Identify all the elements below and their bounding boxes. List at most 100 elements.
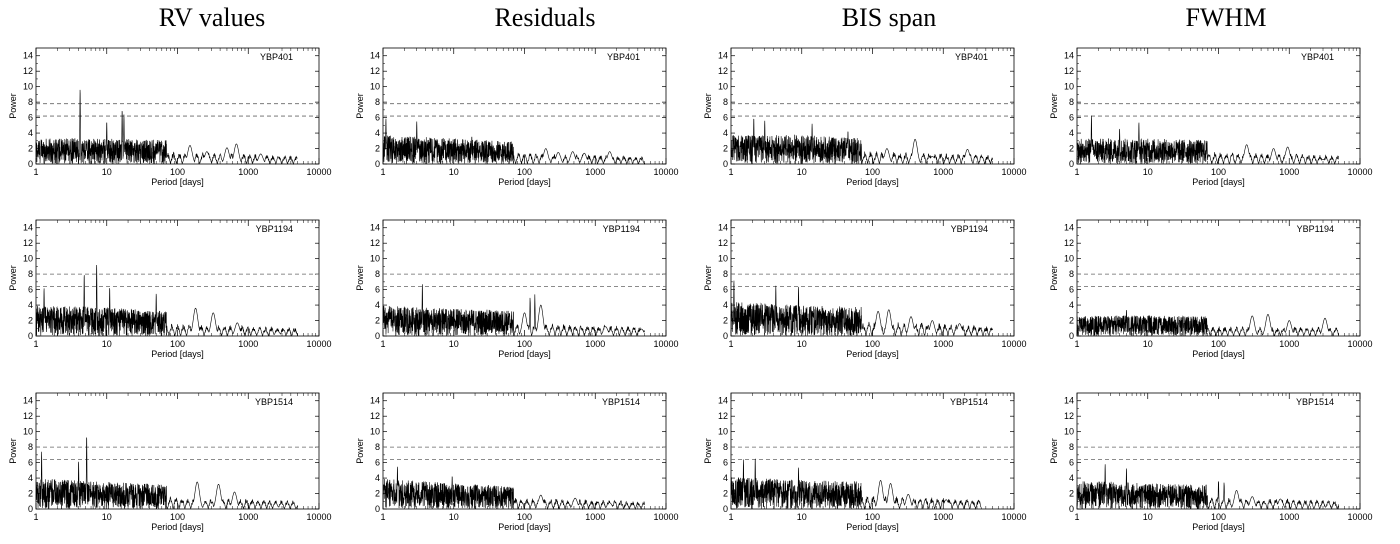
y-tick-label: 0 xyxy=(375,159,380,169)
x-tick-label: 1000 xyxy=(1279,167,1299,177)
y-tick-label: 0 xyxy=(28,159,33,169)
y-tick-label: 10 xyxy=(370,427,380,437)
y-tick-label: 2 xyxy=(1069,144,1074,154)
y-tick-label: 10 xyxy=(718,254,728,264)
x-tick-label: 1 xyxy=(33,339,38,349)
y-axis-label: Power xyxy=(8,93,18,119)
y-axis-label: Power xyxy=(703,265,713,291)
y-tick-label: 4 xyxy=(375,128,380,138)
x-tick-label: 10000 xyxy=(1347,339,1372,349)
y-tick-label: 10 xyxy=(23,254,33,264)
periodogram-panel: 0 2 4 6 8 10 12 14 1 10 100 1000 10000 Period [days] P… xyxy=(703,219,1027,359)
y-tick-label: 6 xyxy=(375,285,380,295)
y-tick-label: 4 xyxy=(28,128,33,138)
y-tick-label: 4 xyxy=(1069,473,1074,483)
x-tick-label: 10000 xyxy=(306,512,331,522)
y-tick-label: 8 xyxy=(375,97,380,107)
y-tick-label: 0 xyxy=(1069,504,1074,514)
y-tick-label: 14 xyxy=(370,51,380,61)
star-label: YBP1194 xyxy=(951,224,988,234)
y-tick-label: 6 xyxy=(723,285,728,295)
column-title: FWHM xyxy=(1186,3,1267,32)
plot-frame xyxy=(35,392,320,510)
y-tick-label: 12 xyxy=(370,238,380,248)
periodogram-curve xyxy=(730,280,993,337)
y-tick-label: 14 xyxy=(1064,223,1074,233)
x-tick-label: 1000 xyxy=(933,512,953,522)
x-tick-label: 1000 xyxy=(1279,339,1299,349)
y-tick-label: 12 xyxy=(718,66,728,76)
x-tick-label: 10 xyxy=(449,512,459,522)
y-tick-label: 8 xyxy=(723,97,728,107)
y-tick-label: 6 xyxy=(28,285,33,295)
x-tick-label: 10 xyxy=(797,339,807,349)
y-tick-label: 8 xyxy=(1069,97,1074,107)
periodogram-panel: 0 2 4 6 8 10 12 14 1 10 100 1000 10000 Period [days] P… xyxy=(1049,392,1373,532)
y-tick-label: 4 xyxy=(1069,128,1074,138)
y-tick-label: 12 xyxy=(1064,66,1074,76)
y-tick-label: 6 xyxy=(1069,458,1074,468)
y-axis-label: Power xyxy=(8,438,18,464)
star-label: YBP401 xyxy=(1301,52,1334,62)
y-tick-label: 6 xyxy=(28,458,33,468)
y-tick-label: 2 xyxy=(723,316,728,326)
star-label: YBP1514 xyxy=(255,397,293,407)
x-tick-label: 1 xyxy=(33,167,38,177)
y-tick-label: 10 xyxy=(23,82,33,92)
y-axis-label: Power xyxy=(1049,265,1059,291)
x-axis-label: Period [days] xyxy=(1192,177,1245,187)
x-tick-label: 1 xyxy=(1074,167,1079,177)
y-tick-label: 8 xyxy=(1069,269,1074,279)
periodogram-panel: 0 2 4 6 8 10 12 14 1 10 100 1000 10000 Period [days] P… xyxy=(355,47,679,187)
y-tick-label: 0 xyxy=(375,331,380,341)
x-tick-label: 1 xyxy=(728,167,733,177)
x-tick-label: 1 xyxy=(728,512,733,522)
x-axis-label: Period [days] xyxy=(151,349,204,359)
x-tick-label: 10000 xyxy=(306,167,331,177)
x-tick-label: 1 xyxy=(1074,339,1079,349)
periodogram-curve xyxy=(382,284,645,337)
y-tick-label: 12 xyxy=(370,411,380,421)
y-tick-label: 2 xyxy=(375,316,380,326)
y-tick-label: 12 xyxy=(370,66,380,76)
y-tick-label: 4 xyxy=(723,473,728,483)
periodogram-panel: 0 2 4 6 8 10 12 14 1 10 100 1000 10000 Period [days] P… xyxy=(1049,219,1373,359)
periodogram-curve xyxy=(382,466,645,511)
periodogram-panel: 0 2 4 6 8 10 12 14 1 10 100 1000 10000 Period [days] P… xyxy=(703,392,1027,532)
y-tick-label: 0 xyxy=(723,159,728,169)
x-tick-label: 1000 xyxy=(933,339,953,349)
periodogram-panel: 0 2 4 6 8 10 12 14 1 10 100 1000 10000 Period [days] P… xyxy=(8,392,332,532)
y-axis-label: Power xyxy=(355,438,365,464)
y-tick-label: 14 xyxy=(718,396,728,406)
periodogram-curve xyxy=(730,458,982,510)
x-axis-label: Period [days] xyxy=(846,177,899,187)
y-tick-label: 14 xyxy=(718,51,728,61)
y-tick-label: 2 xyxy=(1069,316,1074,326)
y-tick-label: 12 xyxy=(23,238,33,248)
y-tick-label: 6 xyxy=(723,458,728,468)
column-title: BIS span xyxy=(842,3,937,32)
y-tick-label: 12 xyxy=(23,411,33,421)
y-tick-label: 2 xyxy=(723,489,728,499)
y-tick-label: 2 xyxy=(28,489,33,499)
x-tick-label: 100 xyxy=(1211,167,1226,177)
x-tick-label: 10000 xyxy=(653,167,678,177)
x-tick-label: 100 xyxy=(517,167,532,177)
star-label: YBP401 xyxy=(955,52,988,62)
y-tick-label: 4 xyxy=(1069,300,1074,310)
y-tick-label: 14 xyxy=(1064,51,1074,61)
y-tick-label: 10 xyxy=(370,82,380,92)
periodogram-panel: 0 2 4 6 8 10 12 14 1 10 100 1000 10000 Period [days] P… xyxy=(355,392,679,532)
y-tick-label: 6 xyxy=(723,113,728,123)
x-axis-label: Period [days] xyxy=(498,177,551,187)
star-label: YBP1194 xyxy=(1297,224,1334,234)
periodogram-curve xyxy=(35,89,298,166)
x-tick-label: 1000 xyxy=(585,339,605,349)
y-tick-label: 14 xyxy=(370,396,380,406)
y-tick-label: 2 xyxy=(28,144,33,154)
y-tick-label: 8 xyxy=(375,442,380,452)
x-tick-label: 10 xyxy=(449,167,459,177)
y-tick-label: 0 xyxy=(723,331,728,341)
y-tick-label: 12 xyxy=(23,66,33,76)
